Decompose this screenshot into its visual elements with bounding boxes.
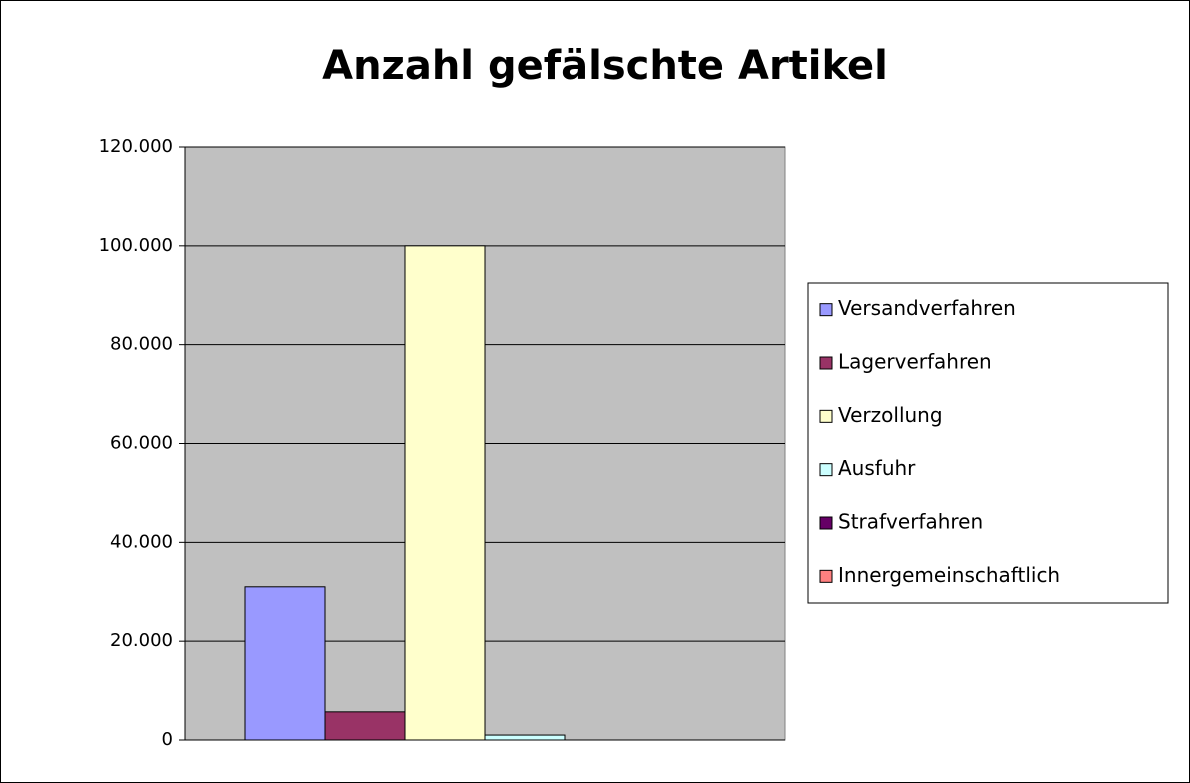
- legend-label: Versandverfahren: [838, 296, 1016, 320]
- chart-title: Anzahl gefälschte Artikel: [322, 43, 888, 89]
- legend-swatch: [819, 409, 833, 423]
- bar: [484, 734, 566, 741]
- legend-swatch: [819, 463, 833, 477]
- y-tick-label: 20.000: [110, 630, 173, 651]
- legend-swatch: [819, 569, 833, 583]
- legend-swatch: [819, 516, 833, 530]
- y-tick-label: 0: [162, 729, 173, 750]
- legend-box: [807, 282, 1169, 604]
- legend-swatch: [819, 303, 833, 317]
- legend-label: Verzollung: [838, 403, 943, 427]
- legend-label: Innergemeinschaftlich: [838, 563, 1060, 587]
- legend-label: Strafverfahren: [838, 510, 983, 534]
- y-tick-label: 120.000: [99, 136, 173, 157]
- legend-swatch: [819, 356, 833, 370]
- legend-label: Ausfuhr: [838, 456, 916, 480]
- y-tick-label: 60.000: [110, 433, 173, 454]
- y-tick-label: 40.000: [110, 531, 173, 552]
- legend-label: Lagerverfahren: [838, 350, 992, 374]
- bar: [244, 586, 326, 741]
- bar: [404, 245, 486, 741]
- y-tick-label: 100.000: [99, 235, 173, 256]
- y-tick-label: 80.000: [110, 334, 173, 355]
- bar: [324, 711, 406, 741]
